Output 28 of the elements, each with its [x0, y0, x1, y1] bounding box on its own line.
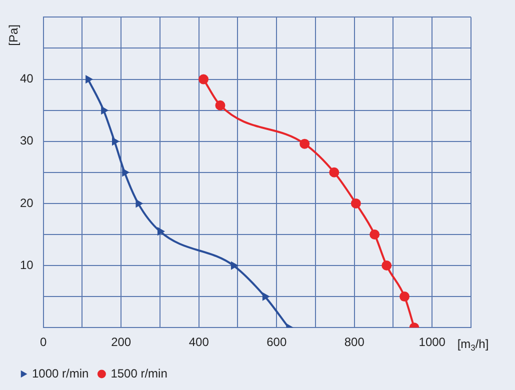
y-tick-label: 30 [20, 134, 34, 148]
legend-label: 1000 r/min [32, 366, 89, 380]
point [122, 168, 130, 177]
point [350, 198, 361, 208]
x-tick-label: 200 [111, 335, 132, 350]
point [382, 260, 392, 271]
x-tick-label: 400 [188, 335, 210, 350]
point [262, 292, 270, 301]
y-axis-title: [Pa] [6, 24, 20, 46]
point [198, 74, 209, 84]
point [215, 100, 226, 110]
x-tick-label: 1000 [418, 335, 446, 350]
x-tick-label: 0 [40, 335, 48, 350]
point [370, 229, 380, 240]
y-tick-label: 20 [20, 196, 34, 210]
y-tick-label: 40 [20, 72, 34, 86]
point [230, 261, 238, 270]
point [329, 167, 340, 178]
x-tick-label: 600 [266, 335, 287, 350]
y-tick-label: 10 [20, 258, 34, 272]
point [136, 199, 144, 208]
legend-label: 1500 r/min [110, 366, 168, 380]
point [157, 227, 165, 236]
point [300, 138, 310, 149]
point [112, 137, 120, 146]
x-tick-label: 800 [344, 335, 365, 350]
point [400, 292, 410, 302]
point [86, 74, 94, 84]
